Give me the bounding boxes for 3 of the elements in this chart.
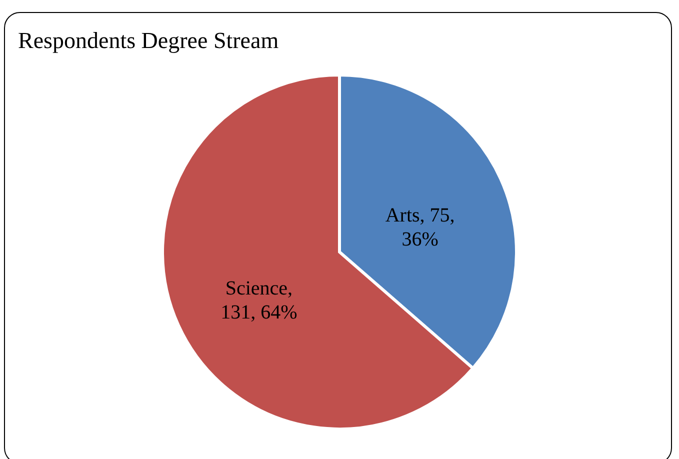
slice-label: Arts, 75, 36% — [385, 204, 455, 250]
chart-title: Respondents Degree Stream — [18, 28, 279, 53]
slice-label: Science, 131, 64% — [220, 278, 298, 324]
